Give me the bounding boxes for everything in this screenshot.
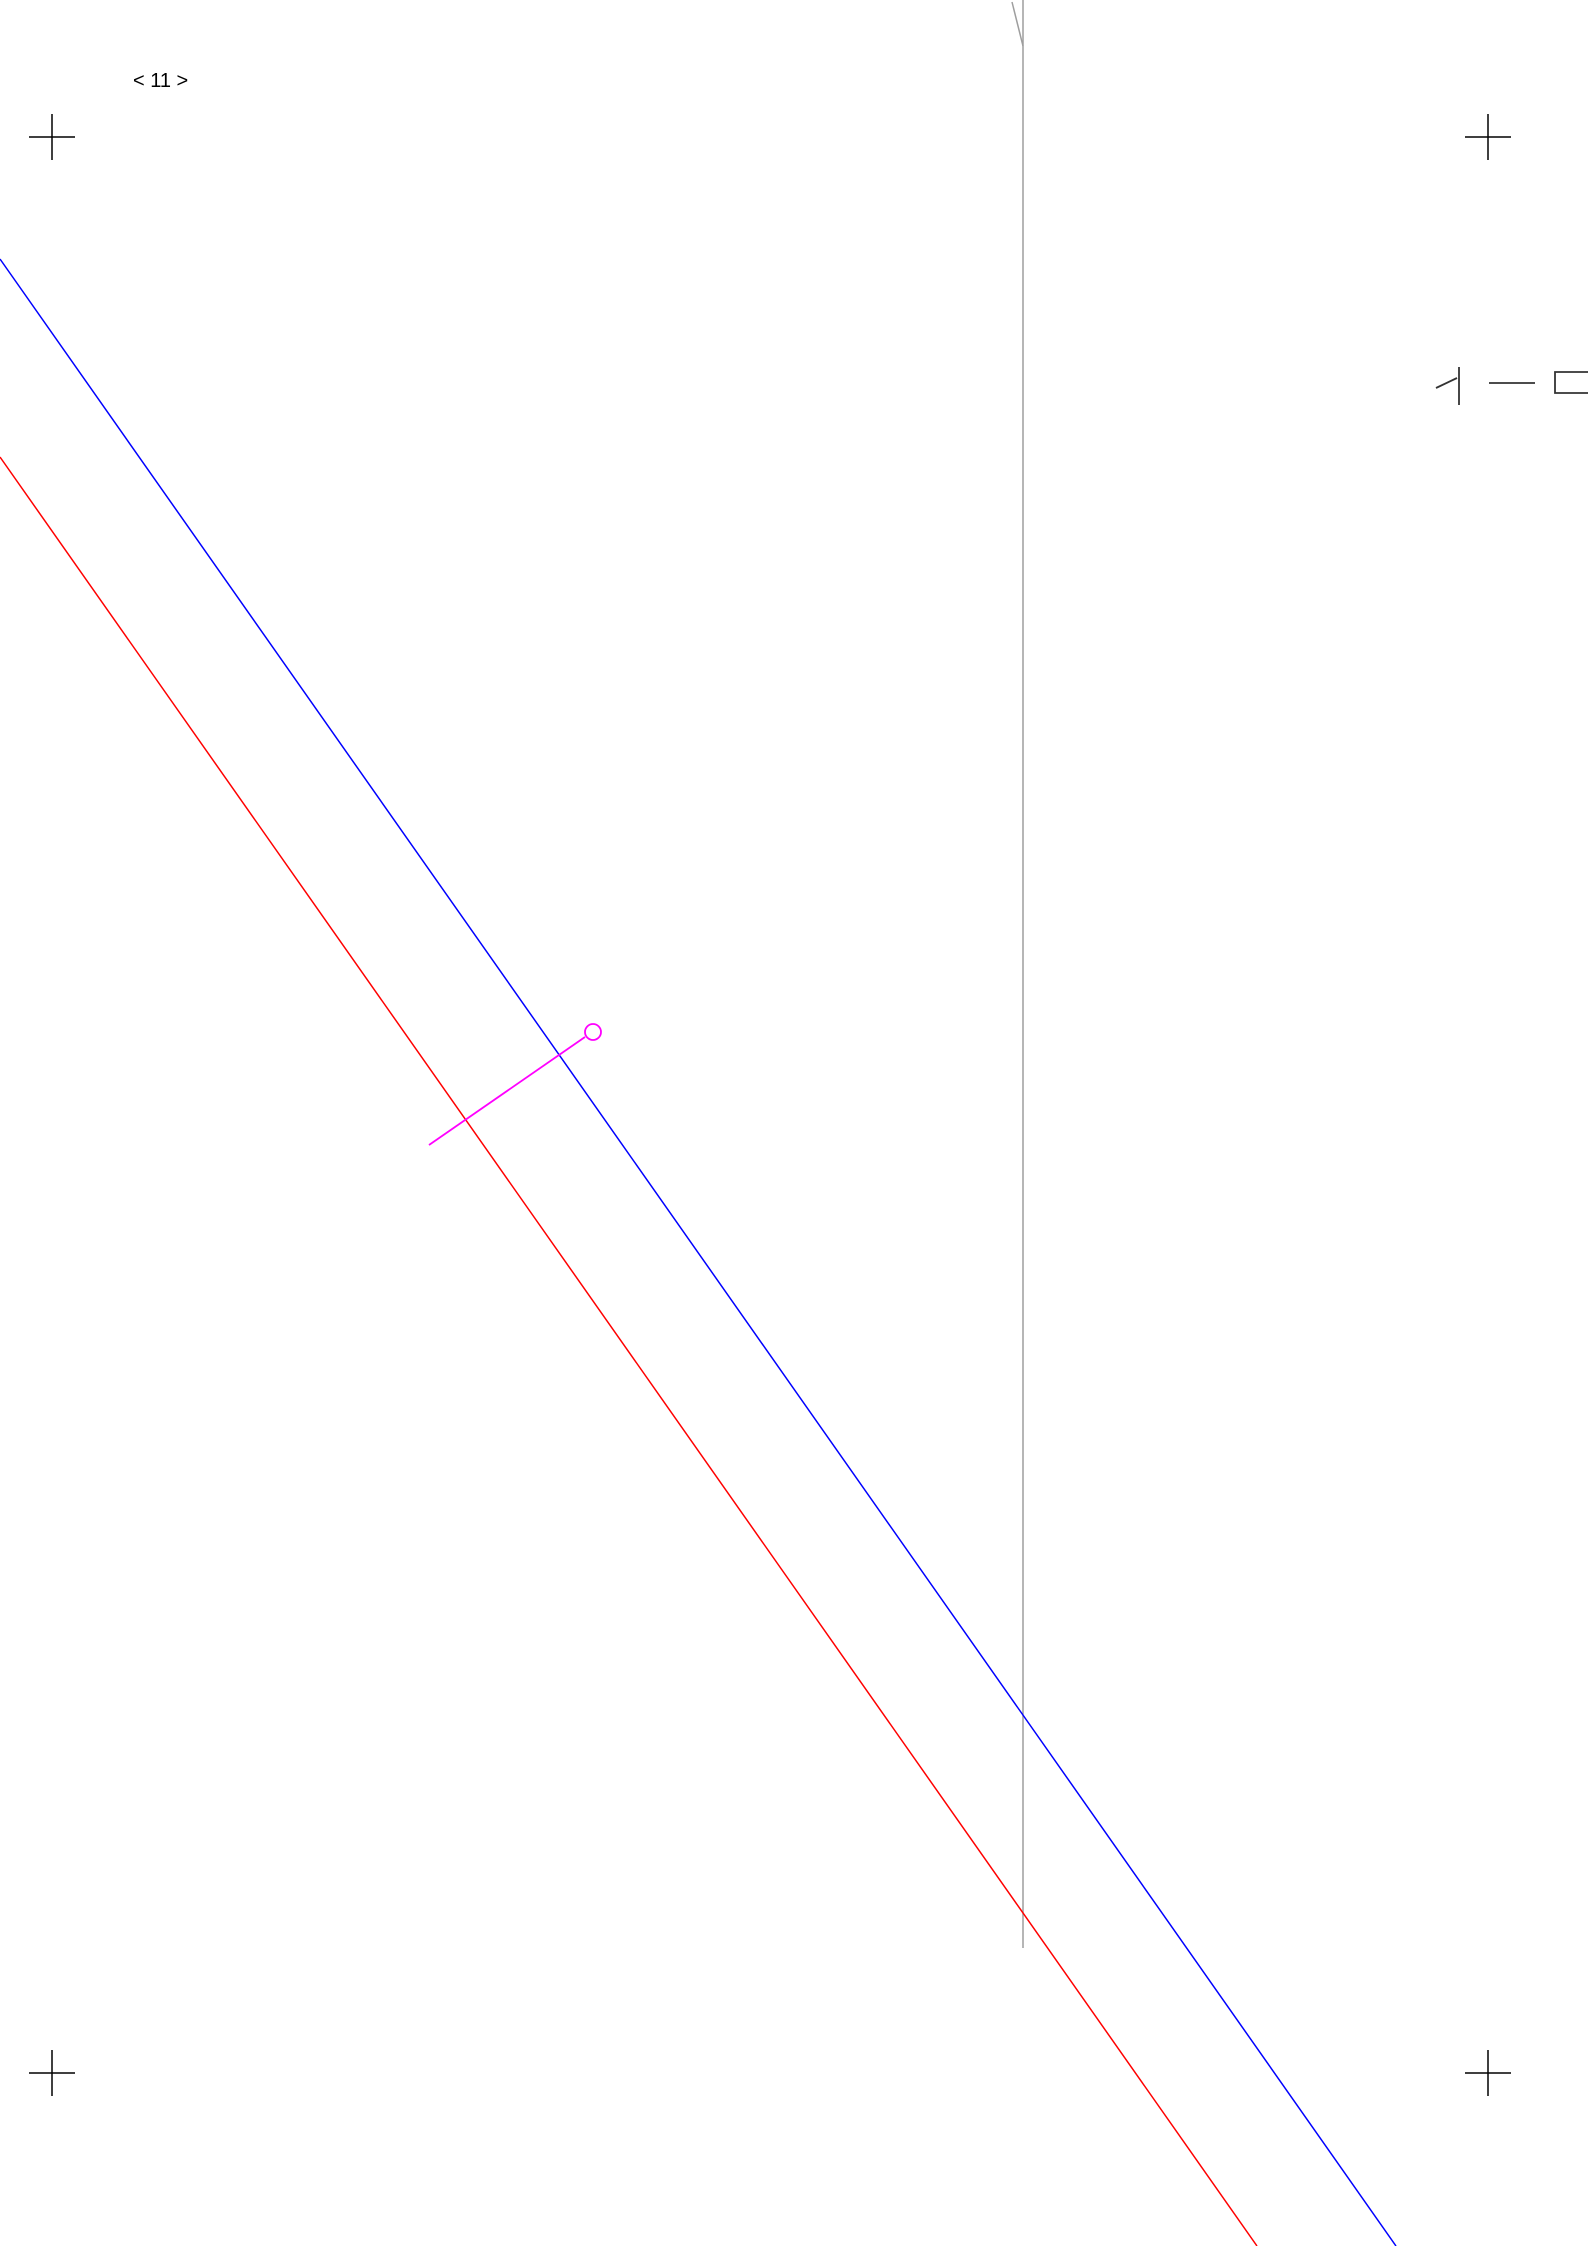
registration-mark-bottom-right	[1465, 2050, 1511, 2096]
circle-handle-icon[interactable]	[584, 1023, 602, 1041]
registration-mark-bottom-left	[29, 2050, 75, 2096]
crosshair-icon	[29, 2050, 75, 2096]
blue-diagonal-line	[0, 258, 1397, 2246]
reference-line-top-tick	[1011, 1, 1024, 47]
red-diagonal-line	[0, 456, 1258, 2246]
magenta-perpendicular-marker[interactable]	[428, 1023, 602, 1146]
crosshair-icon	[1465, 114, 1511, 160]
marker-segment[interactable]	[428, 1036, 586, 1146]
page-number-label: < 11 >	[133, 70, 188, 92]
registration-mark-top-right	[1465, 114, 1511, 160]
registration-mark-top-left	[29, 114, 75, 160]
cropped-glyph-icon	[1435, 367, 1588, 405]
crosshair-icon	[1465, 2050, 1511, 2096]
crosshair-icon	[29, 114, 75, 160]
